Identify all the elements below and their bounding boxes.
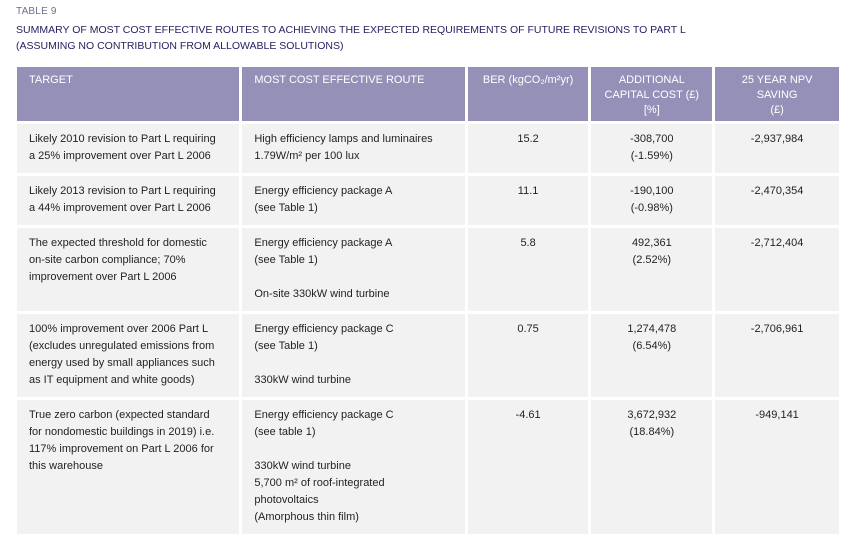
- target-cell: Likely 2010 revision to Part L requiring…: [17, 124, 240, 173]
- cell-line: 330kW wind turbine: [254, 374, 351, 386]
- cell-line: 1.79W/m² per 100 lux: [254, 150, 360, 162]
- target-cell: The expected threshold for domestic on-s…: [17, 228, 240, 311]
- cell-line: Energy efficiency package A: [254, 237, 393, 249]
- cell-line: 100% improvement over 2006 Part L: [29, 323, 209, 335]
- cell-line: 5,700 m² of roof-integrated: [254, 477, 385, 489]
- target-cell: 100% improvement over 2006 Part L (exclu…: [17, 314, 240, 397]
- route-cell: Energy efficiency package A (see Table 1…: [242, 176, 465, 225]
- summary-table: TARGET MOST COST EFFECTIVE ROUTE BER (kg…: [14, 64, 842, 537]
- cell-line: High efficiency lamps and luminaires: [254, 133, 433, 145]
- cell-line: The expected threshold for domestic: [29, 237, 207, 249]
- header-capital-cost: ADDITIONAL CAPITAL COST (£) [%]: [591, 67, 713, 121]
- cell-line: (-0.98%): [630, 202, 673, 214]
- header-ber: BER (kgCO₂/m²yr): [467, 67, 589, 121]
- table-row: Likely 2010 revision to Part L requiring…: [17, 124, 839, 173]
- cell-line: Likely 2013 revision to Part L requiring: [29, 185, 216, 197]
- cell-line: (Amorphous thin film): [254, 511, 359, 523]
- table-title-line: SUMMARY OF MOST COST EFFECTIVE ROUTES TO…: [16, 24, 686, 36]
- header-npv-line: (£): [770, 104, 784, 116]
- cell-line: (see Table 1): [254, 254, 318, 266]
- cell-line: True zero carbon (expected standard: [29, 409, 210, 421]
- npv-cell: -2,712,404: [715, 228, 839, 311]
- npv-cell: -2,470,354: [715, 176, 839, 225]
- cell-line: a 44% improvement over Part L 2006: [29, 202, 211, 214]
- table-row: Likely 2013 revision to Part L requiring…: [17, 176, 839, 225]
- route-cell: Energy efficiency package A (see Table 1…: [242, 228, 465, 311]
- cost-cell: -308,700 (-1.59%): [591, 124, 713, 173]
- table-row: The expected threshold for domestic on-s…: [17, 228, 839, 311]
- cell-line: Likely 2010 revision to Part L requiring: [29, 133, 216, 145]
- cost-cell: 492,361 (2.52%): [591, 228, 713, 311]
- cell-line: 492,361: [631, 237, 672, 249]
- target-cell: Likely 2013 revision to Part L requiring…: [17, 176, 240, 225]
- route-cell: High efficiency lamps and luminaires 1.7…: [242, 124, 465, 173]
- cell-line: (see table 1): [254, 426, 316, 438]
- ber-cell: 11.1: [467, 176, 589, 225]
- header-row: TARGET MOST COST EFFECTIVE ROUTE BER (kg…: [17, 67, 839, 121]
- cell-line: energy used by small appliances such: [29, 357, 215, 369]
- cell-line: Energy efficiency package C: [254, 409, 394, 421]
- table-row: True zero carbon (expected standard for …: [17, 400, 839, 534]
- cell-line: (see Table 1): [254, 340, 318, 352]
- cell-line: 3,672,932: [627, 409, 677, 421]
- cell-line: a 25% improvement over Part L 2006: [29, 150, 211, 162]
- cell-line: 117% improvement on Part L 2006 for: [29, 443, 214, 455]
- cell-line: improvement over Part L 2006: [29, 271, 177, 283]
- cell-spacer: [254, 269, 452, 286]
- cell-line: (-1.59%): [630, 150, 673, 162]
- ber-cell: -4.61: [467, 400, 589, 534]
- cell-line: Energy efficiency package C: [254, 323, 394, 335]
- cell-spacer: [254, 441, 452, 458]
- route-cell: Energy efficiency package C (see Table 1…: [242, 314, 465, 397]
- cost-cell: 3,672,932 (18.84%): [591, 400, 713, 534]
- table-title: SUMMARY OF MOST COST EFFECTIVE ROUTES TO…: [16, 22, 686, 54]
- table-number-label: TABLE 9: [16, 6, 57, 17]
- cell-line: as IT equipment and white goods): [29, 374, 195, 386]
- cell-line: (18.84%): [629, 426, 675, 438]
- ber-cell: 0.75: [467, 314, 589, 397]
- ber-cell: 5.8: [467, 228, 589, 311]
- cost-cell: 1,274,478 (6.54%): [591, 314, 713, 397]
- npv-cell: -2,706,961: [715, 314, 839, 397]
- cell-line: photovoltaics: [254, 494, 319, 506]
- cell-line: -308,700: [630, 133, 674, 145]
- cell-line: this warehouse: [29, 460, 103, 472]
- target-cell: True zero carbon (expected standard for …: [17, 400, 240, 534]
- cell-line: for nondomestic buildings in 2019) i.e.: [29, 426, 215, 438]
- header-npv-line: SAVING: [756, 89, 798, 101]
- header-target: TARGET: [17, 67, 240, 121]
- npv-cell: -2,937,984: [715, 124, 839, 173]
- cost-cell: -190,100 (-0.98%): [591, 176, 713, 225]
- cell-line: on-site carbon compliance; 70%: [29, 254, 186, 266]
- header-npv-line: 25 YEAR NPV: [741, 74, 813, 86]
- ber-cell: 15.2: [467, 124, 589, 173]
- cell-line: (see Table 1): [254, 202, 318, 214]
- header-capital-cost-line: ADDITIONAL: [618, 74, 685, 86]
- cell-line: -190,100: [630, 185, 674, 197]
- cell-line: On-site 330kW wind turbine: [254, 288, 390, 300]
- cell-line: Energy efficiency package A: [254, 185, 393, 197]
- header-route: MOST COST EFFECTIVE ROUTE: [242, 67, 465, 121]
- route-cell: Energy efficiency package C (see table 1…: [242, 400, 465, 534]
- header-capital-cost-line: [%]: [643, 104, 660, 116]
- cell-spacer: [254, 355, 452, 372]
- cell-line: (2.52%): [632, 254, 672, 266]
- header-npv: 25 YEAR NPV SAVING (£): [715, 67, 839, 121]
- npv-cell: -949,141: [715, 400, 839, 534]
- cell-line: 1,274,478: [627, 323, 677, 335]
- header-capital-cost-line: CAPITAL COST (£): [604, 89, 700, 101]
- table-subtitle-line: (ASSUMING NO CONTRIBUTION FROM ALLOWABLE…: [16, 40, 344, 52]
- cell-line: (excludes unregulated emissions from: [29, 340, 215, 352]
- table-row: 100% improvement over 2006 Part L (exclu…: [17, 314, 839, 397]
- cell-line: (6.54%): [632, 340, 672, 352]
- cell-line: 330kW wind turbine: [254, 460, 351, 472]
